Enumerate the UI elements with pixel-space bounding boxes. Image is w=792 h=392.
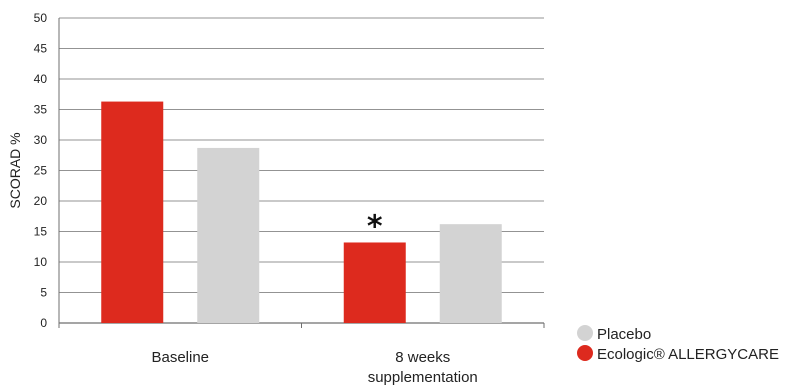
bar-ecologic-0: [101, 101, 164, 323]
y-tick-label: 45: [34, 42, 48, 56]
y-tick-label: 15: [34, 225, 48, 239]
y-tick-label: 30: [34, 133, 48, 147]
bar-ecologic-1: [343, 242, 406, 323]
y-tick-label: 0: [40, 316, 47, 330]
y-tick-label: 5: [40, 286, 47, 300]
y-tick-label: 50: [34, 11, 48, 25]
y-tick-label: 35: [34, 103, 48, 117]
x-category-label: Baseline: [151, 349, 209, 366]
legend-label: Ecologic® ALLERGYCARE: [597, 346, 779, 363]
x-category-label: supplementation: [368, 369, 478, 386]
y-axis-label: SCORAD %: [7, 132, 23, 208]
y-tick-label: 20: [34, 194, 48, 208]
bar-placebo-0: [197, 147, 260, 323]
legend-label: Placebo: [597, 326, 651, 343]
y-tick-label: 25: [34, 164, 48, 178]
y-tick-label: 10: [34, 255, 48, 269]
legend-swatch: [577, 325, 593, 341]
x-category-label: 8 weeks: [395, 349, 450, 366]
legend-swatch: [577, 345, 593, 361]
y-tick-label: 40: [34, 72, 48, 86]
significance-asterisk: *: [367, 209, 383, 244]
bar-placebo-1: [439, 224, 502, 323]
